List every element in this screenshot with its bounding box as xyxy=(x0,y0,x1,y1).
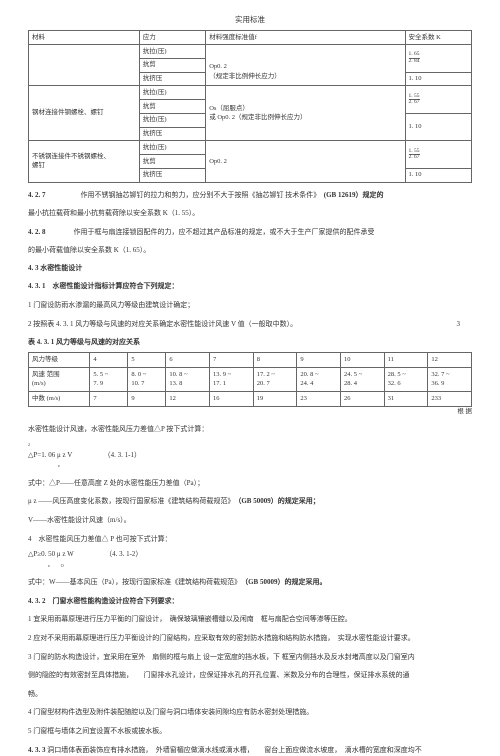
wind-th: 7 xyxy=(210,352,254,367)
f2-exp: 式中：W——基本风压（Pa），按现行国家标准《建筑结构荷载规范》 （GB 500… xyxy=(28,576,472,589)
cell: 抗挤压 xyxy=(139,168,205,182)
s432-3b: 侧的隐腔的有效密封至具体措施， 门窗排水孔设计，应保证排水孔的开孔位置、米数及分… xyxy=(28,669,472,682)
cell: 1. 10 xyxy=(405,113,471,141)
wind-th: 12 xyxy=(428,352,472,367)
wind-cell: 24. 5 ~ 28. 4 xyxy=(341,367,385,392)
sec-431-2: 2 按照表 4. 3. 1 风力等级与风速的对应关系确定水密性能设计风速 V 值… xyxy=(28,318,472,331)
wind-cell: 17. 2 ~ 20. 7 xyxy=(253,367,297,392)
wind-cell: 233 xyxy=(428,392,472,407)
wind-th: 8 xyxy=(253,352,297,367)
cell: 抗拉(压) xyxy=(139,113,205,127)
sec-43: 4. 3 水密性能设计 xyxy=(28,262,472,275)
cell: 1. 552. 67 xyxy=(405,141,471,169)
wind-cell: 5. 5 ~ 7. 9 xyxy=(90,367,128,392)
para-427: 4. 2. 7 作用不锈钢抽芯铆钉的拉力和剪力，应分别不大于按照《抽芯铆钉 技术… xyxy=(28,189,472,202)
wind-cell: 12 xyxy=(166,392,210,407)
cell: Op0. 2（规定非比例伸长应力） xyxy=(206,45,405,86)
cell: 抗拉(压) xyxy=(139,45,205,59)
wind-cell: 10. 8 ~ 13. 8 xyxy=(166,367,210,392)
s432-3c: 畅。 xyxy=(28,688,472,701)
wind-cell: 20. 8 ~ 24. 4 xyxy=(297,367,341,392)
cell: 抗拉(压) xyxy=(139,86,205,100)
s432-2: 2 应对不采用雨幕原理进行压力平衡设计的门窗结构，应采取有效的密封防水措施和结构… xyxy=(28,632,472,645)
cell: 不锈钢连接件不锈钢螺栓、 螺钉 xyxy=(29,141,140,182)
cell: 抗剪 xyxy=(139,155,205,169)
s432-4: 4 门窗型材构件选型及附件装配随腔以及门窗与洞口墙体安装间隙均应有防水密封处理措… xyxy=(28,706,472,719)
wind-th: 4 xyxy=(90,352,128,367)
cell: 抗挤压 xyxy=(139,127,205,141)
cell: 抗拉(压) xyxy=(139,141,205,155)
wind-cell: 26 xyxy=(341,392,385,407)
cell: 抗剪 xyxy=(139,100,205,114)
tbl2-title: 表 4. 3. 1 风力等级与风速的对应关系 xyxy=(28,336,472,349)
page-num-side: 3 xyxy=(457,318,461,331)
s432-3: 3 门窗的防水构造设计，宜采用在室外 扇侧的框与扇上 设一定宽度的挡水板，下 框… xyxy=(28,651,472,664)
footnote: 根 据 xyxy=(28,407,472,417)
sec-431: 4. 3. 1 水密性能设计指标计算应符合下列规定： xyxy=(28,280,472,293)
wind-table: 风力等级456789101112 风速 范围 (m/s)5. 5 ~ 7. 98… xyxy=(28,352,472,407)
s432-1: 1 宜采用雨幕原理进行压力平衡的门窗设计， 确保玻璃镶嵌槽缝以及闲南 框与扇配合… xyxy=(28,613,472,626)
sec-432: 4. 3. 2 门窗水密性能构造设计应符合下列要求： xyxy=(28,595,472,608)
f1-exp1: 式中：△P——任意高度 Z 处的水密性能压力差值（Pa）； xyxy=(28,477,472,490)
wind-th: 10 xyxy=(341,352,385,367)
f1-exp3: V——水密性能设计风速（m/s）。 xyxy=(28,514,472,527)
para-428: 4. 2. 8 作用于框与扇连接锁固配件的力，应不超过其产品标准的规定，或不大于… xyxy=(28,226,472,239)
cell: 钢材连接件钢螺栓、螺钉 xyxy=(29,86,140,141)
para-428b: 的最小荷载值除以安全系数 K（1. 65）。 xyxy=(28,244,472,257)
s4-item: 4 水密性能风压力差值△ P 也可按下式计算： xyxy=(28,533,472,546)
wind-th: 风力等级 xyxy=(29,352,90,367)
wind-cell: 28. 5 ~ 32. 6 xyxy=(384,367,428,392)
cell: 1. 652. 84 xyxy=(405,45,471,73)
page-header: 实用标准 xyxy=(28,14,472,25)
cell: 1. 10 xyxy=(405,72,471,86)
formula-2: △P≥0. 50 μ z W （4. 3. 1-2） z O xyxy=(28,549,472,570)
wind-th: 6 xyxy=(166,352,210,367)
th-strength: 材料强度标准值f xyxy=(206,31,405,45)
wind-cell: 16 xyxy=(210,392,254,407)
num-427: 4. 2. 7 xyxy=(28,191,46,199)
wind-cell: 9 xyxy=(128,392,166,407)
para-427b: 最小抗拉载荷和最小抗剪载荷除以安全系数 K（1. 55）。 xyxy=(28,207,472,220)
cell: 抗剪 xyxy=(139,58,205,72)
sec-431-1: 1 门窗设防雨水渗漏的最高风力等级由建筑设计确定； xyxy=(28,299,472,312)
wind-cell: 风速 范围 (m/s) xyxy=(29,367,90,392)
calc-intro: 水密性能设计风速，水密性能风压力差值△P 按下式计算： xyxy=(28,423,472,436)
f1-exp2: μ z ——风压高度变化系数，按现行国家标准《建筑结构荷载规范》 （GB 500… xyxy=(28,495,472,508)
formula-1: 2 △P=1. 06 μ z V （4. 3. 1-1） z xyxy=(28,439,472,471)
wind-cell: 23 xyxy=(297,392,341,407)
wind-th: 9 xyxy=(297,352,341,367)
cell: Os（屈服点）或 Op0. 2（规定非比例伸长应力） xyxy=(206,86,405,141)
wind-th: 5 xyxy=(128,352,166,367)
s433: 4. 3. 3 4. 3. 3 洞口墙体表面装饰应有排水措施， 外墙窗楣应做滴水… xyxy=(28,744,472,756)
wind-cell: 8. 0 ~ 10. 7 xyxy=(128,367,166,392)
wind-th: 11 xyxy=(384,352,428,367)
s432-5: 5 门窗框与墙体之间宜设置不水板或披水板。 xyxy=(28,725,472,738)
wind-cell: 31 xyxy=(384,392,428,407)
wind-cell: 19 xyxy=(253,392,297,407)
cell: 1. 10 xyxy=(405,168,471,182)
wind-cell: 7 xyxy=(90,392,128,407)
th-material: 材料 xyxy=(29,31,140,45)
material-table: 材料 应力 材料强度标准值f 安全系数 K 抗拉(压) Op0. 2（规定非比例… xyxy=(28,30,472,182)
cell: 1. 552. 67 xyxy=(405,86,471,114)
wind-cell: 32. 7 ~ 36. 9 xyxy=(428,367,472,392)
th-stress: 应力 xyxy=(139,31,205,45)
wind-cell: 13. 9 ~ 17. 1 xyxy=(210,367,254,392)
cell: 抗挤压 xyxy=(139,72,205,86)
th-safety: 安全系数 K xyxy=(405,31,471,45)
wind-cell: 中数 (m/s) xyxy=(29,392,90,407)
cell: Op0. 2 xyxy=(206,141,405,182)
num-428: 4. 2. 8 xyxy=(28,228,46,236)
